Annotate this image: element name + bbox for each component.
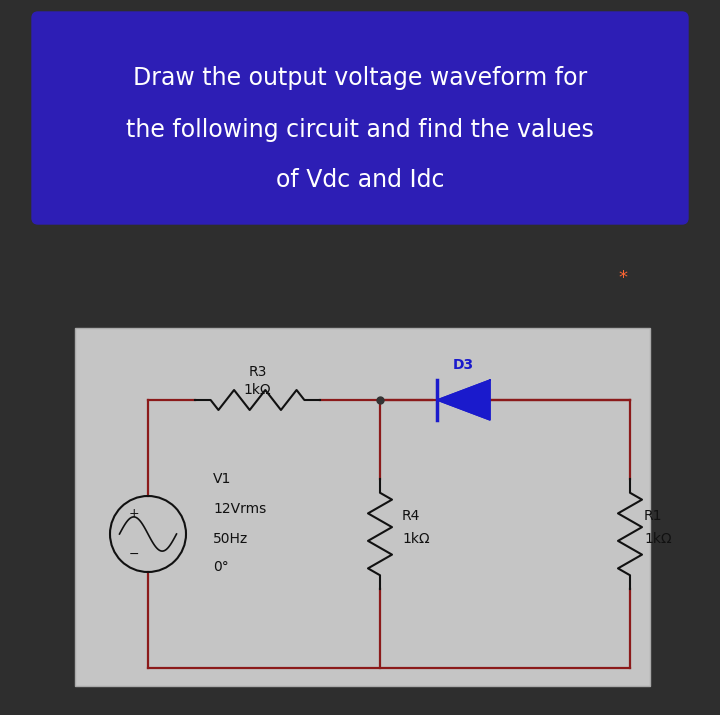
Text: R4: R4 bbox=[402, 509, 420, 523]
Text: 12Vrms: 12Vrms bbox=[213, 502, 266, 516]
Text: 1kΩ: 1kΩ bbox=[243, 383, 271, 397]
Text: −: − bbox=[129, 548, 139, 561]
Text: V1: V1 bbox=[213, 472, 231, 486]
Text: the following circuit and find the values: the following circuit and find the value… bbox=[126, 118, 594, 142]
FancyBboxPatch shape bbox=[32, 12, 688, 224]
Text: R1: R1 bbox=[644, 509, 662, 523]
Text: 1kΩ: 1kΩ bbox=[644, 532, 672, 546]
Text: of Vdc and Idc: of Vdc and Idc bbox=[276, 168, 444, 192]
Text: 1kΩ: 1kΩ bbox=[402, 532, 430, 546]
Text: R3: R3 bbox=[248, 365, 266, 379]
Text: 0°: 0° bbox=[213, 560, 229, 574]
Text: *: * bbox=[618, 269, 628, 287]
Text: +: + bbox=[129, 507, 139, 520]
Text: 50Hz: 50Hz bbox=[213, 532, 248, 546]
Text: D3: D3 bbox=[453, 358, 474, 372]
Text: Draw the output voltage waveform for: Draw the output voltage waveform for bbox=[133, 66, 587, 90]
Bar bbox=[75, 328, 650, 686]
Polygon shape bbox=[437, 380, 490, 420]
